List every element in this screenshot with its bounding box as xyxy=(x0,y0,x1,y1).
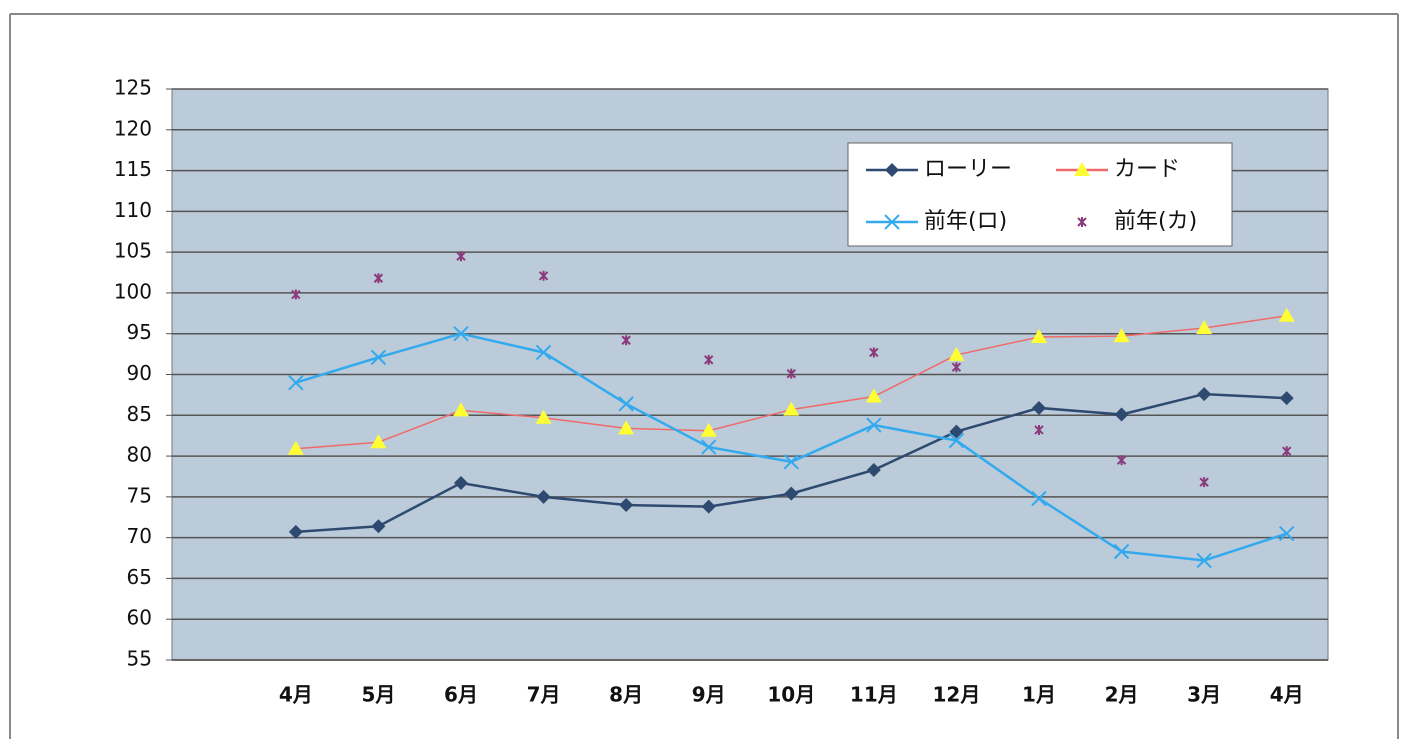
y-tick-label: 65 xyxy=(127,565,152,589)
x-tick-label: 1月 xyxy=(1022,683,1056,707)
y-tick-label: 125 xyxy=(114,76,152,100)
x-tick-label: 6月 xyxy=(444,683,478,707)
point xyxy=(866,417,882,433)
y-tick-label: 110 xyxy=(114,198,152,222)
point xyxy=(291,289,301,300)
legend-marker xyxy=(884,214,900,230)
point xyxy=(1116,455,1127,466)
x-tick-label: 9月 xyxy=(692,683,726,707)
point xyxy=(1279,391,1294,406)
point xyxy=(618,420,635,435)
point xyxy=(1031,328,1047,343)
y-tick-label: 90 xyxy=(127,361,152,385)
y-tick-label: 60 xyxy=(127,606,152,630)
point xyxy=(951,362,962,373)
point xyxy=(1199,477,1209,488)
point xyxy=(783,401,800,416)
x-tick-label: 7月 xyxy=(527,683,561,707)
point xyxy=(1114,407,1129,422)
point xyxy=(783,454,799,470)
legend xyxy=(847,142,1233,247)
point xyxy=(1031,490,1047,507)
x-tick-label: 3月 xyxy=(1187,683,1221,707)
x-tick-label: 5月 xyxy=(361,683,395,707)
point xyxy=(786,368,796,379)
point xyxy=(1034,424,1044,435)
point xyxy=(535,344,552,361)
point xyxy=(866,462,881,477)
point xyxy=(700,422,717,437)
point xyxy=(538,270,549,281)
y-tick-label: 70 xyxy=(127,524,152,548)
point xyxy=(454,475,468,490)
point xyxy=(370,434,387,449)
point xyxy=(619,498,634,513)
y-tick-label: 120 xyxy=(114,116,152,140)
point xyxy=(453,402,469,417)
point xyxy=(1279,525,1295,542)
point xyxy=(453,326,469,342)
point xyxy=(1196,320,1213,335)
x-tick-label: 10月 xyxy=(767,683,815,707)
legend-marker xyxy=(1074,162,1090,176)
point xyxy=(288,374,304,391)
point xyxy=(701,439,717,455)
y-tick-label: 100 xyxy=(114,279,152,303)
x-tick-label: 11月 xyxy=(850,683,898,707)
point xyxy=(1196,552,1212,569)
legend-label: 前年(カ) xyxy=(1114,209,1197,234)
point xyxy=(370,349,387,366)
y-tick-label: 55 xyxy=(127,647,152,671)
point xyxy=(1278,307,1295,322)
y-tick-label: 75 xyxy=(127,483,152,507)
y-tick-label: 85 xyxy=(127,402,152,426)
y-tick-label: 115 xyxy=(114,157,152,181)
x-tick-label: 2月 xyxy=(1105,683,1139,707)
point xyxy=(621,335,631,346)
legend-marker xyxy=(885,163,899,177)
point xyxy=(949,424,964,439)
point xyxy=(701,499,716,514)
point xyxy=(948,432,965,449)
point xyxy=(869,347,879,358)
point xyxy=(948,346,965,361)
point xyxy=(1282,446,1292,457)
point xyxy=(1197,387,1212,402)
point xyxy=(536,489,551,504)
y-tick-label: 80 xyxy=(127,443,152,467)
x-tick-label: 4月 xyxy=(1270,683,1304,707)
legend-label: ローリー xyxy=(924,157,1012,182)
x-tick-label: 8月 xyxy=(609,683,643,707)
point xyxy=(287,440,304,455)
legend-label: カード xyxy=(1114,157,1180,182)
point xyxy=(1113,543,1130,560)
point xyxy=(288,524,303,539)
point xyxy=(373,273,384,284)
point xyxy=(1032,400,1046,415)
legend-marker xyxy=(1077,217,1087,227)
y-tick-label: 105 xyxy=(114,239,152,263)
point xyxy=(535,409,552,424)
point xyxy=(784,486,799,501)
point xyxy=(456,251,466,262)
point xyxy=(865,388,882,403)
y-tick-label: 95 xyxy=(127,320,152,344)
point xyxy=(1113,328,1130,343)
point xyxy=(371,519,386,534)
legend-label: 前年(ロ) xyxy=(924,209,1007,234)
point xyxy=(704,354,714,365)
point xyxy=(618,396,634,412)
x-tick-label: 4月 xyxy=(279,683,313,707)
x-tick-label: 12月 xyxy=(933,683,981,707)
